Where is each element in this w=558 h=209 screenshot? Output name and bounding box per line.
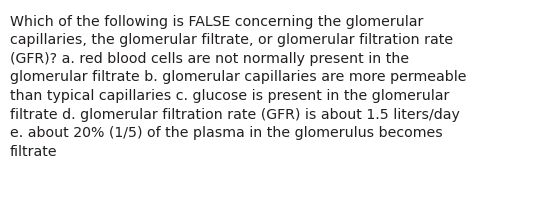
- Text: Which of the following is FALSE concerning the glomerular
capillaries, the glome: Which of the following is FALSE concerni…: [10, 15, 466, 159]
